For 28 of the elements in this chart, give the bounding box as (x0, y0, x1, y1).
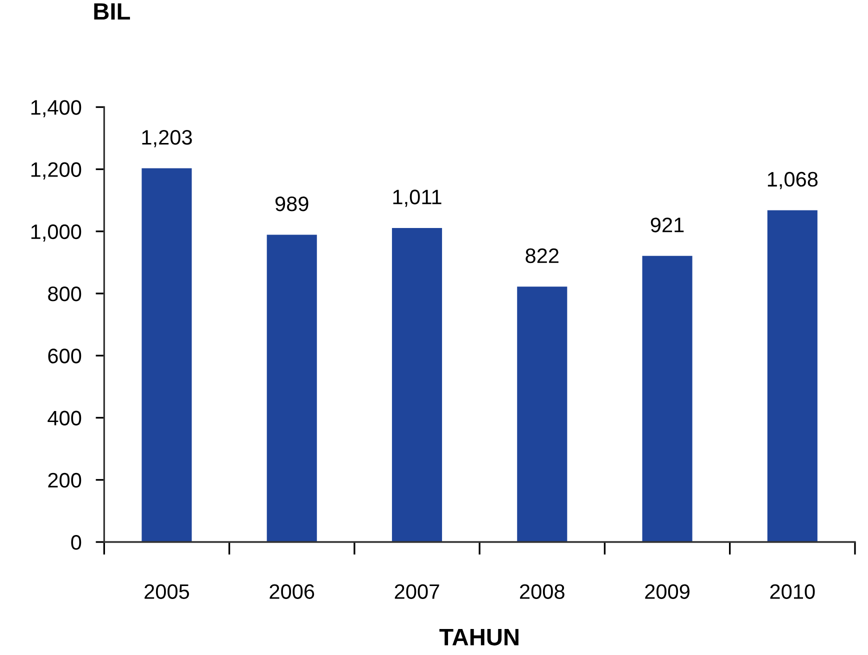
data-label: 822 (526, 248, 558, 264)
y-tick-label: 0 (71, 535, 82, 550)
data-label: 1,068 (768, 172, 818, 190)
x-tick-label: 2008 (520, 584, 564, 599)
y-tick-label: 600 (48, 348, 82, 364)
data-label: 989 (275, 196, 308, 212)
bar (517, 286, 568, 542)
bar (142, 168, 192, 542)
y-tick-label: 1,000 (31, 224, 82, 242)
x-tick-label: 2010 (770, 584, 815, 599)
y-tick-label: 1,200 (31, 162, 82, 180)
x-tick-label: 2006 (270, 584, 314, 599)
bar (392, 228, 442, 542)
y-tick-label: 800 (48, 286, 82, 302)
data-label: 921 (650, 218, 684, 232)
y-tick-label: 400 (48, 410, 82, 426)
y-axis-title: BIL (94, 3, 130, 20)
data-label: 1,011 (393, 190, 442, 207)
bar (642, 256, 692, 542)
data-label: 1,203 (142, 130, 192, 148)
bar (266, 234, 317, 542)
x-tick-label: 2007 (394, 584, 440, 599)
x-axis-title: TAHUN (439, 628, 518, 646)
x-tick-label: 2009 (645, 584, 690, 599)
bar (767, 210, 818, 542)
x-tick-label: 2005 (144, 584, 190, 599)
y-tick-label: 200 (48, 472, 82, 488)
y-tick-label: 1,400 (31, 100, 82, 118)
